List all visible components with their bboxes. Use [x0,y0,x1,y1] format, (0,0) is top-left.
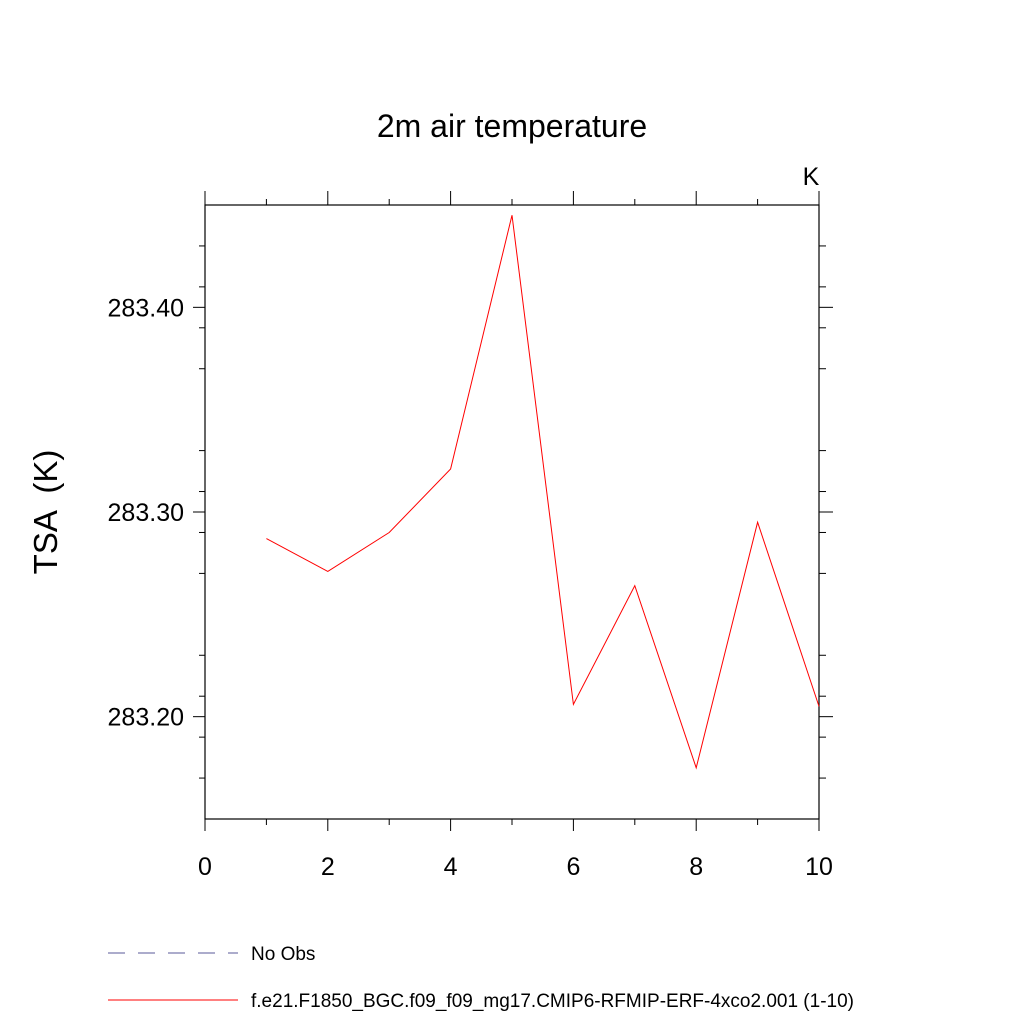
y-tick-label: 283.20 [108,704,184,732]
x-tick-label: 10 [805,853,833,881]
y-tick-label: 283.30 [108,499,184,527]
series-line [266,215,820,770]
x-tick-label: 6 [566,853,580,881]
x-tick-label: 2 [321,853,335,881]
y-axis-label: TSA (K) [27,450,64,575]
plot-frame [204,204,820,820]
units-label: K [803,163,820,191]
ticks-layer [193,191,833,831]
y-tick-label: 283.40 [108,294,184,322]
legend-label-model-run: f.e21.F1850_BGC.f09_f09_mg17.CMIP6-RFMIP… [251,991,854,1012]
legend: No Obs f.e21.F1850_BGC.f09_f09_mg17.CMIP… [108,944,854,1012]
chart-title: 2m air temperature [377,108,647,144]
legend-label-no-obs: No Obs [251,944,315,965]
x-tick-label: 8 [689,853,703,881]
x-tick-label: 0 [198,853,212,881]
tick-labels-layer: 0 2 4 6 8 10 283.20 283.30 283.40 [108,294,833,881]
series-layer [266,215,820,770]
x-tick-label: 4 [444,853,458,881]
